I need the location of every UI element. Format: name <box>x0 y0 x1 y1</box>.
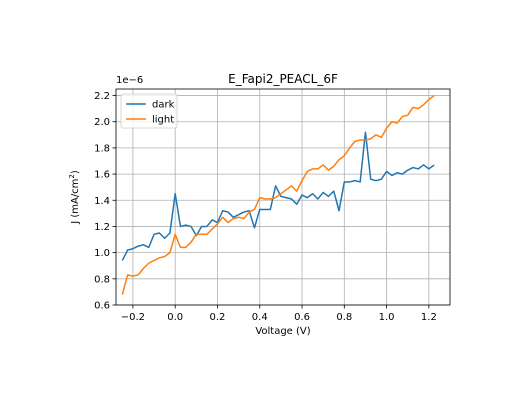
y-tick-label: 1.2 <box>94 222 110 233</box>
x-tick-label: 1.2 <box>421 312 437 323</box>
y-tick-label: 0.8 <box>94 274 110 285</box>
y-axis-label: J (mA/cm2) <box>68 170 81 225</box>
x-tick-label: 0.6 <box>294 312 310 323</box>
y-tick-label: 2.0 <box>94 117 110 128</box>
axes-frame <box>115 88 451 306</box>
x-axis-label: Voltage (V) <box>255 326 310 337</box>
axis-ticks: −0.2 0.0 0.2 0.4 0.6 0.8 1.0 1.2 0.6 0.8 1.0 1.2 1.4… <box>94 91 437 323</box>
y-axis-offset-text: 1e−6 <box>116 75 143 86</box>
x-tick-label: 0.0 <box>167 312 183 323</box>
y-tick-label: 1.4 <box>94 196 110 207</box>
x-tick-label: 0.2 <box>210 312 226 323</box>
series-line-light <box>121 94 435 295</box>
legend: dark light <box>120 93 178 129</box>
x-tick-label: 0.4 <box>252 312 268 323</box>
series-lines <box>121 94 435 295</box>
legend-label-light: light <box>152 115 174 126</box>
y-tick-label: 2.2 <box>94 91 110 102</box>
x-tick-label: 1.0 <box>379 312 395 323</box>
chart-title: E_Fapi2_PEACL_6F <box>228 72 338 86</box>
y-tick-label: 1.0 <box>94 248 110 259</box>
series-line-dark <box>121 131 435 261</box>
y-tick-label: 0.6 <box>94 301 110 312</box>
y-tick-label: 1.6 <box>94 170 110 181</box>
y-tick-label: 1.8 <box>94 143 110 154</box>
x-tick-label: −0.2 <box>121 312 145 323</box>
x-tick-label: 0.8 <box>336 312 352 323</box>
legend-label-dark: dark <box>152 100 175 111</box>
